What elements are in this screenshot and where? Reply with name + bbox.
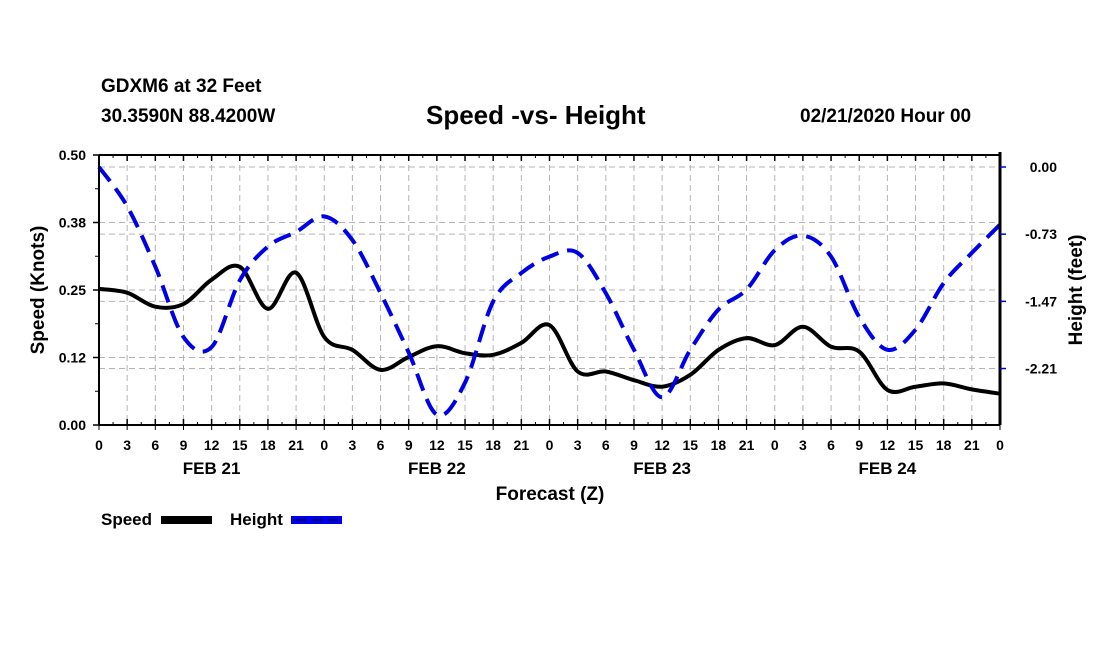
x-tick-label: 18 xyxy=(936,437,952,453)
x-tick-label: 21 xyxy=(288,437,304,453)
y2-tick-label: -0.73 xyxy=(1025,226,1057,242)
x-tick-label: 21 xyxy=(964,437,980,453)
series-group xyxy=(97,165,1002,418)
coordinates-label: 30.3590N 88.4200W xyxy=(101,106,276,127)
x-tick-label: 15 xyxy=(682,437,698,453)
x-tick-label: 6 xyxy=(151,437,159,453)
x-tick-label: 6 xyxy=(827,437,835,453)
station-label: GDXM6 at 32 Feet xyxy=(101,76,262,97)
x-tick-label: 18 xyxy=(485,437,501,453)
x-tick-label: 12 xyxy=(204,437,220,453)
y-tick-label: 0.12 xyxy=(59,350,86,366)
x-tick-label: 9 xyxy=(630,437,638,453)
y2-tick-label: -2.21 xyxy=(1025,361,1057,377)
x-tick-label: 6 xyxy=(377,437,385,453)
legend: Speed Height xyxy=(101,510,342,529)
series-line-speed xyxy=(98,263,1001,396)
day-label: FEB 21 xyxy=(183,459,241,478)
x-axis-title: Forecast (Z) xyxy=(496,484,605,505)
grid-lines xyxy=(99,155,1000,425)
x-tick-label: 3 xyxy=(349,437,357,453)
series-line-height xyxy=(97,165,1002,418)
x-tick-label: 15 xyxy=(908,437,924,453)
x-tick-label: 3 xyxy=(799,437,807,453)
y2-tick-label: -1.47 xyxy=(1025,293,1057,309)
y-tick-label: 0.38 xyxy=(59,215,86,231)
x-tick-label: 21 xyxy=(739,437,755,453)
day-label: FEB 24 xyxy=(859,459,917,478)
x-tick-label: 12 xyxy=(880,437,896,453)
x-tick-label: 15 xyxy=(232,437,248,453)
x-tick-label: 0 xyxy=(320,437,328,453)
y2-axis-title: Height (feet) xyxy=(1066,235,1087,346)
forecast-date: 02/21/2020 Hour 00 xyxy=(800,106,972,127)
x-tick-label: 12 xyxy=(654,437,670,453)
x-tick-label: 0 xyxy=(95,437,103,453)
x-tick-label: 3 xyxy=(123,437,131,453)
chart-title: Speed -vs- Height xyxy=(426,100,646,130)
x-tick-label: 0 xyxy=(771,437,779,453)
x-tick-label: 9 xyxy=(180,437,188,453)
day-label: FEB 22 xyxy=(408,459,466,478)
x-tick-label: 18 xyxy=(711,437,727,453)
x-tick-label: 15 xyxy=(457,437,473,453)
axes-group: 0.00 0.12 0.25 0.38 0.50 0.00 -0.73 -1.47 -2.21 0… xyxy=(28,147,1087,505)
y-axis-title: Speed (Knots) xyxy=(28,226,49,355)
x-tick-label: 9 xyxy=(855,437,863,453)
legend-swatch-speed xyxy=(161,516,212,524)
x-tick-label: 18 xyxy=(260,437,276,453)
x-tick-label: 21 xyxy=(514,437,530,453)
x-tick-label: 3 xyxy=(574,437,582,453)
y-tick-label: 0.25 xyxy=(59,282,86,298)
legend-label-height: Height xyxy=(230,510,283,529)
y2-tick-label: 0.00 xyxy=(1030,159,1057,175)
x-tick-label: 6 xyxy=(602,437,610,453)
y-tick-label: 0.50 xyxy=(59,147,86,163)
day-label: FEB 23 xyxy=(633,459,691,478)
x-tick-label: 12 xyxy=(429,437,445,453)
x-tick-label: 0 xyxy=(996,437,1004,453)
x-tick-label: 0 xyxy=(546,437,554,453)
x-tick-label: 9 xyxy=(405,437,413,453)
legend-label-speed: Speed xyxy=(101,510,152,529)
y-tick-label: 0.00 xyxy=(59,417,86,433)
